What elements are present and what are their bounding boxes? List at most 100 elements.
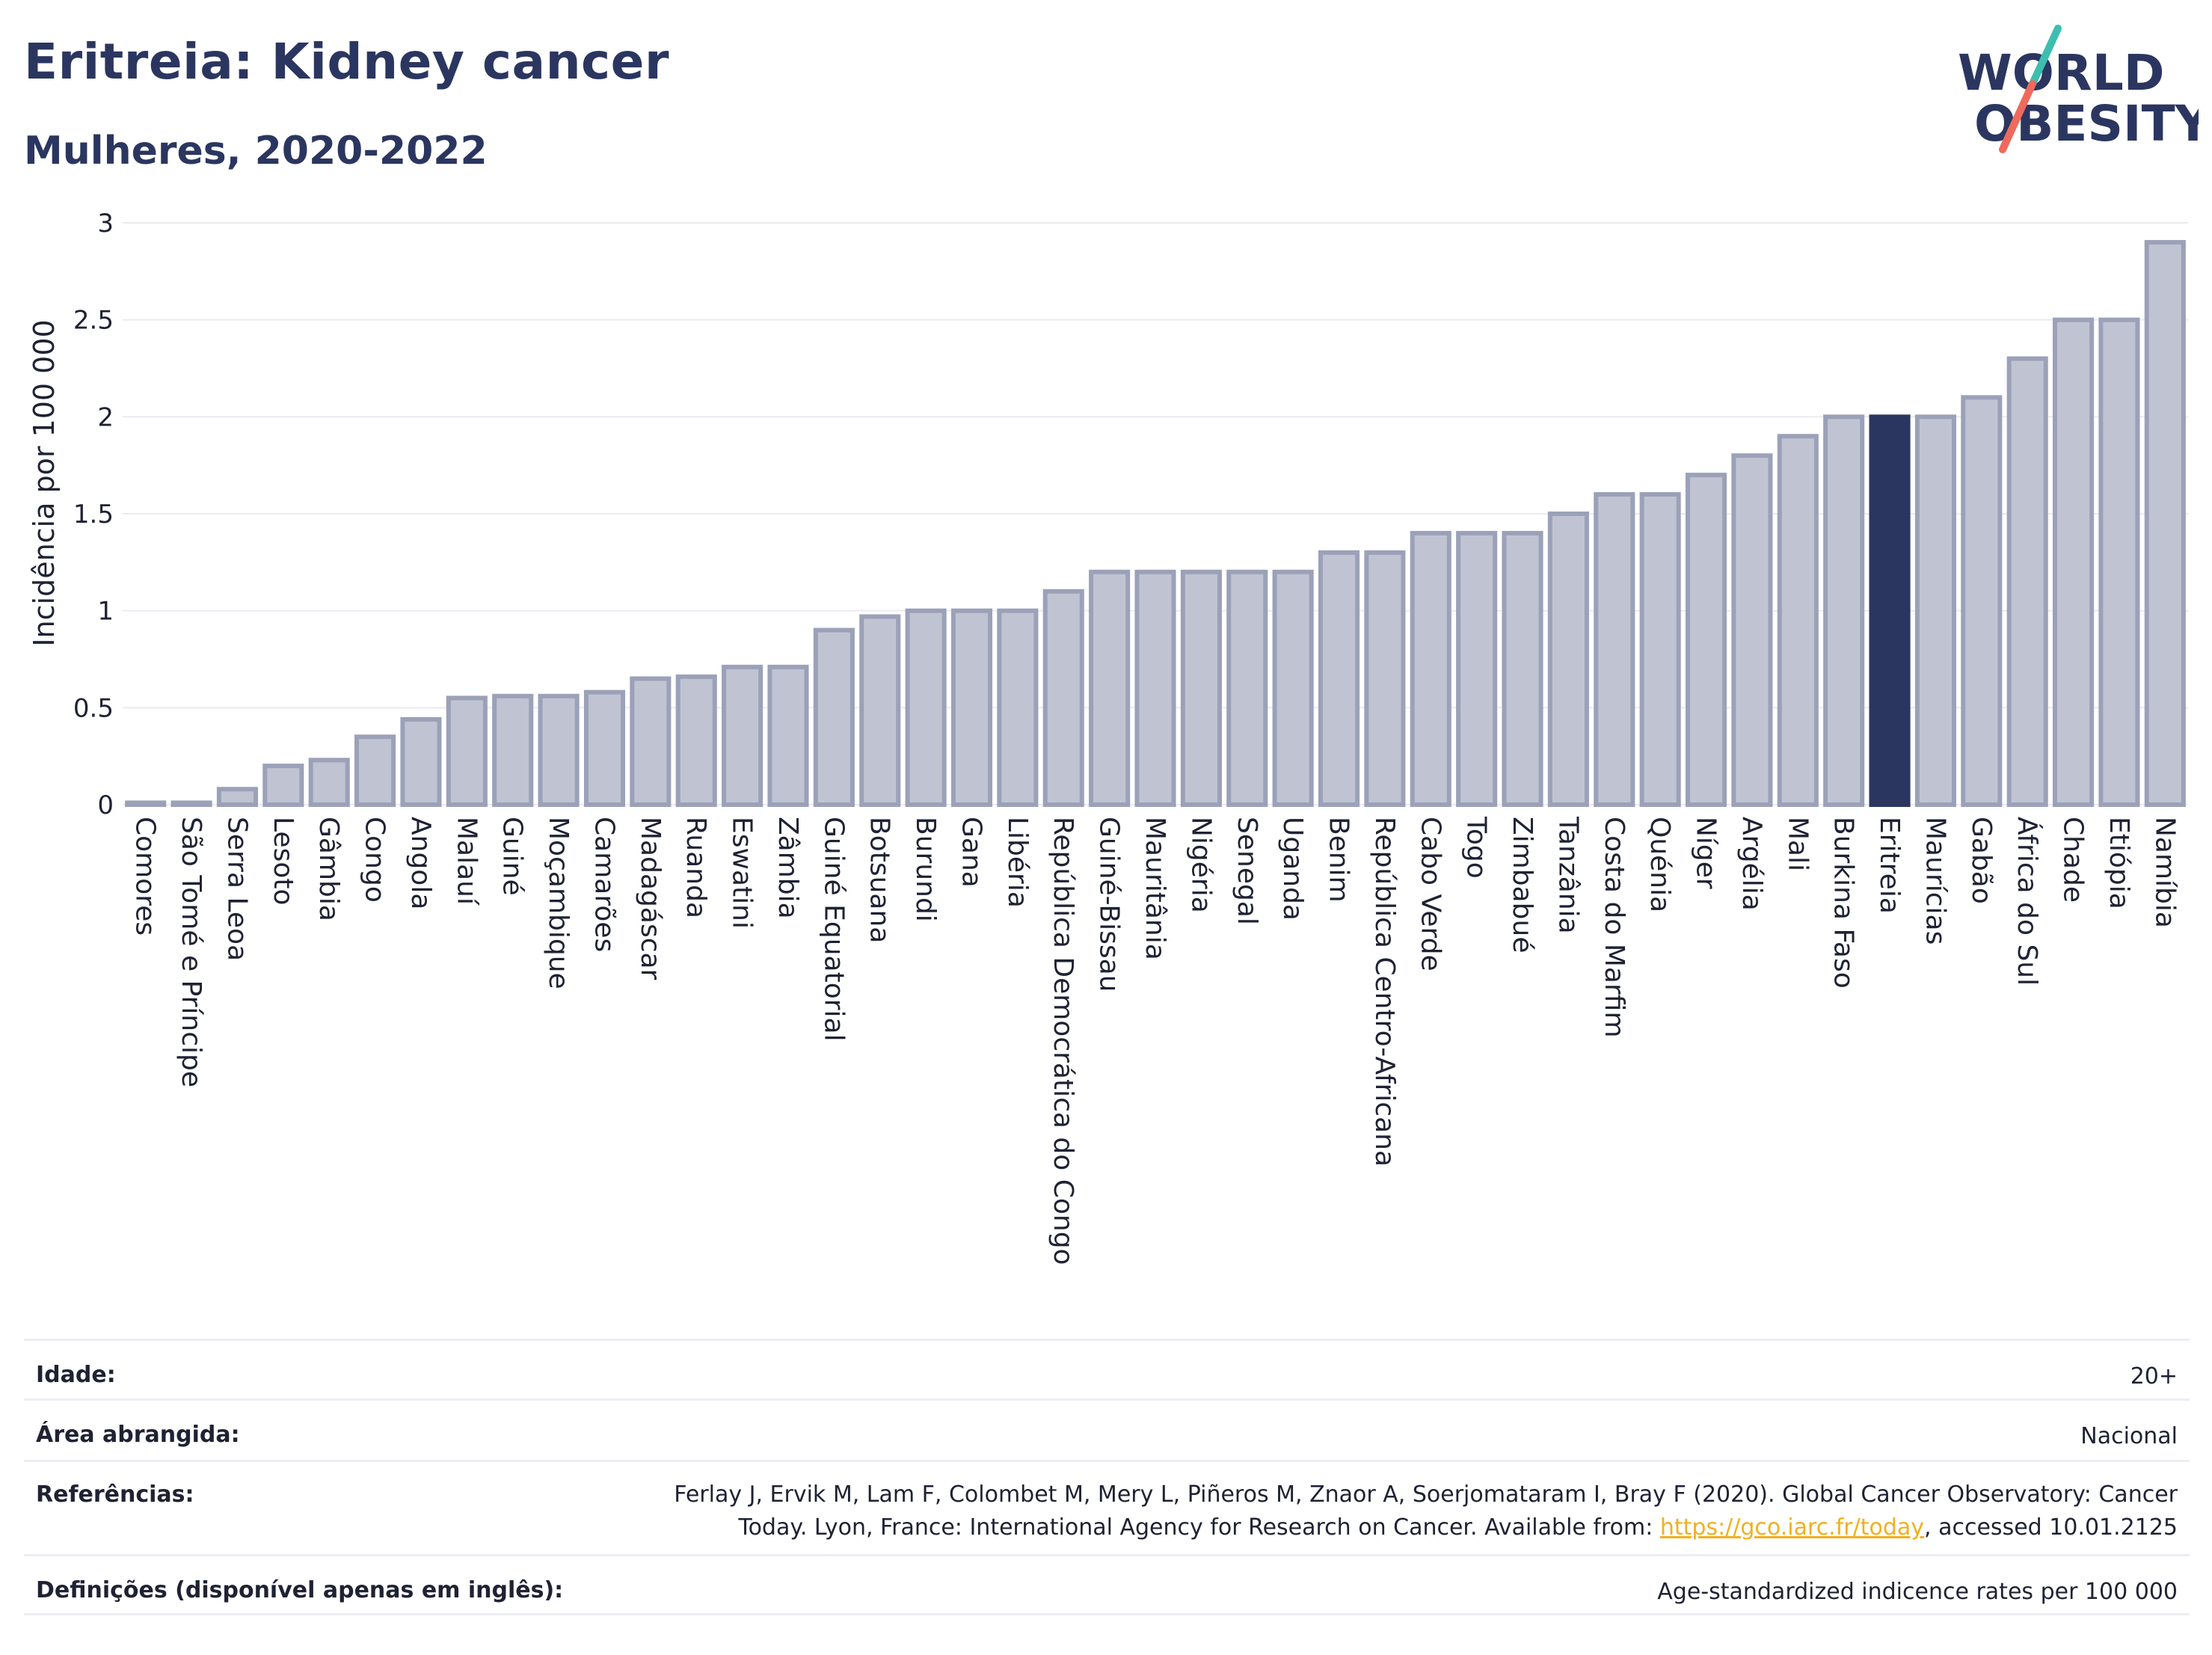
x-tick-label: Guiné (497, 817, 528, 896)
bar-nam-bia (2144, 239, 2186, 807)
info-row-age: Idade: 20+ (24, 1339, 2190, 1398)
x-tick-label: Gâmbia (313, 817, 344, 921)
y-axis-ticks: 0 0.5 1 1.5 2 2.5 3 (73, 209, 114, 820)
x-tick-label: Lesoto (268, 817, 298, 906)
bar-serra-leoa (216, 787, 258, 807)
references-value: Ferlay J, Ervik M, Lam F, Colombet M, Me… (674, 1479, 2190, 1544)
bar-maurit-nia (1134, 569, 1176, 807)
bar-eritreia (1869, 414, 1911, 807)
y-tick-label: 2.5 (73, 306, 114, 336)
bar-guin-bissau (1089, 569, 1131, 807)
x-tick-label: Zâmbia (772, 817, 803, 919)
y-tick-label: 3 (97, 209, 114, 239)
bar-g-mbia (308, 758, 350, 807)
x-tick-label: Malauí (451, 817, 482, 906)
chart-title: Eritreia: Kidney cancer (24, 33, 669, 90)
x-tick-label: Comores (130, 817, 161, 936)
bar-ruanda (675, 674, 717, 808)
bar-cabo-verde (1410, 530, 1451, 808)
bar-angola (400, 716, 442, 807)
bar-costa-do-marfim (1594, 492, 1635, 807)
bar-eswatini (722, 664, 764, 808)
x-tick-label: Costa do Marfim (1599, 817, 1629, 1038)
x-tick-label: Senegal (1232, 817, 1262, 925)
info-row-definitions: Definições (disponível apenas em inglês)… (24, 1554, 2190, 1615)
bar-arg-lia (1731, 453, 1773, 807)
info-row-references: Referências: Ferlay J, Ervik M, Lam F, C… (24, 1460, 2190, 1554)
bar-congo (354, 734, 396, 808)
references-line-2-post: , accessed 10.01.2125 (1924, 1514, 2178, 1541)
x-tick-label: Argélia (1736, 817, 1767, 911)
bar-mali (1777, 434, 1819, 807)
x-tick-label: Maurícias (1920, 817, 1950, 945)
bar-togo (1456, 530, 1498, 808)
x-tick-label: Libéria (1002, 817, 1033, 908)
x-tick-label: República Centro-Africana (1369, 817, 1400, 1167)
y-axis-label: Incidência por 100 000 (28, 319, 61, 646)
area-label: Área abrangida: (36, 1422, 240, 1448)
x-tick-label: Burundi (910, 817, 941, 922)
bar-lib-ria (997, 608, 1039, 808)
bar-malau- (446, 696, 488, 807)
bar-guin- (492, 693, 534, 807)
references-link[interactable]: https://gco.iarc.fr/today (1659, 1514, 1925, 1541)
bar-rep-blica-democr-tica-do-congo (1042, 589, 1084, 807)
y-tick-label: 2 (97, 402, 114, 432)
bar-burundi (905, 608, 947, 808)
bar-s-o-tom-e-pr-ncipe (170, 800, 212, 807)
x-tick-label: Mali (1782, 817, 1813, 871)
x-tick-label: Namíbia (2149, 817, 2180, 928)
bar-benim (1318, 550, 1360, 807)
world-obesity-logo: WORLD OBESITY (1958, 25, 2199, 153)
y-tick-label: 0.5 (73, 693, 114, 723)
x-tick-label: Angola (405, 817, 436, 909)
bars (125, 239, 2186, 808)
bar-gab-o (1961, 395, 2003, 807)
logo-slash-coral (1999, 80, 2036, 153)
x-tick-label: Congo (360, 817, 390, 903)
bar-botsuana (859, 614, 901, 807)
x-axis-labels: Comores São Tomé e Príncipe Serra Leoa Leso… (130, 816, 2181, 1265)
bar-n-ger (1685, 473, 1727, 808)
bar-zimbabu- (1502, 530, 1543, 808)
bar-senegal (1226, 569, 1268, 807)
info-table: Idade: 20+ Área abrangida: Nacional Refe… (24, 1339, 2190, 1615)
x-tick-label: Tanzânia (1552, 816, 1583, 934)
x-tick-label: Togo (1461, 816, 1492, 879)
y-tick-label: 0 (97, 790, 114, 820)
logo-text-world: WORLD (1958, 44, 2165, 102)
x-tick-label: Quénia (1644, 817, 1675, 912)
x-tick-label: Botsuana (864, 817, 895, 943)
chart-subtitle: Mulheres, 2020-2022 (24, 129, 488, 174)
info-row-area: Área abrangida: Nacional (24, 1398, 2190, 1460)
bar-gana (950, 608, 993, 808)
definitions-value: Age-standardized indicence rates per 100… (1657, 1579, 2178, 1605)
bar-z-mbia (767, 664, 809, 808)
x-tick-label: Eritreia (1874, 817, 1905, 914)
bar-lesoto (262, 764, 304, 807)
x-tick-label: Gana (956, 817, 986, 888)
bar-chade (2053, 317, 2095, 807)
bar-qu-nia (1639, 492, 1681, 807)
x-tick-label: Guiné-Bissau (1094, 817, 1125, 992)
x-tick-label: Madagáscar (635, 817, 666, 980)
x-tick-label: Cabo Verde (1415, 817, 1446, 971)
bar-comores (125, 800, 167, 807)
y-tick-label: 1.5 (73, 500, 114, 529)
age-label: Idade: (36, 1362, 116, 1388)
bar-uganda (1272, 569, 1314, 807)
x-tick-label: Nigéria (1185, 817, 1216, 913)
y-tick-label: 1 (97, 597, 114, 627)
x-tick-label: São Tomé e Príncipe (176, 817, 206, 1087)
logo-slash-teal (2029, 25, 2062, 87)
x-tick-label: Gabão (1966, 817, 1997, 904)
x-tick-label: Burkina Faso (1828, 817, 1859, 989)
bar-rep-blica-centro-africana (1364, 550, 1406, 807)
x-tick-label: Eswatini (727, 817, 758, 929)
definitions-label: Definições (disponível apenas em inglês)… (36, 1577, 564, 1603)
bar-nig-ria (1180, 569, 1222, 807)
references-label: Referências: (36, 1481, 194, 1508)
bar-chart: 0 0.5 1 1.5 2 2.5 3 Comores São Tomé e Príncipe… (28, 209, 2188, 1265)
x-tick-label: África do Sul (2012, 817, 2043, 986)
bar-camar-es (583, 690, 626, 807)
